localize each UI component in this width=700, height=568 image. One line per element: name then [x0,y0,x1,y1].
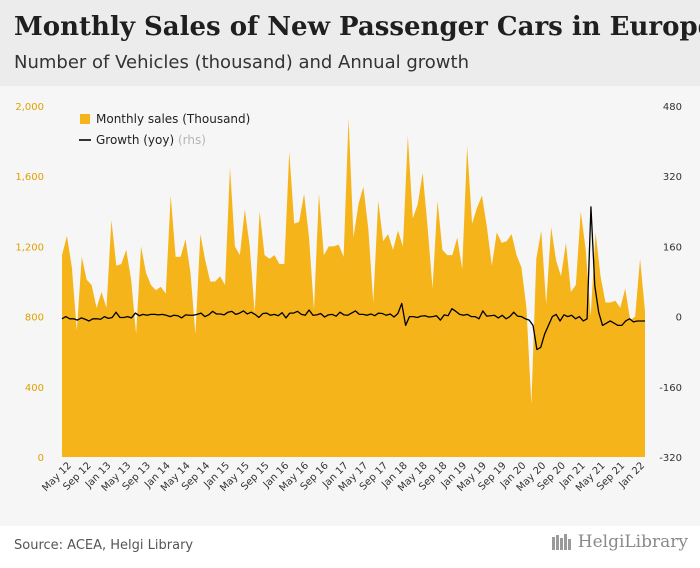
legend: Monthly sales (Thousand) Growth (yoy) (rh… [79,112,250,147]
y-right-tick-label: -320 [659,453,682,464]
y-right-tick-label: 0 [676,313,682,324]
brand-logo: HelgiLibrary [551,532,688,552]
chart-canvas: 0 400 800 1,200 1,600 2,000 -320 -160 0 160 320 480… [15,102,682,494]
y-left-tick-label: 400 [25,383,44,394]
library-icon [551,534,571,550]
chart-subtitle: Number of Vehicles (thousand) and Annual… [14,52,469,73]
legend-note-rhs: (rhs) [178,133,206,147]
brand-name: HelgiLibrary [577,532,688,552]
header-bar [0,0,700,86]
y-right-tick-label: 160 [663,242,682,253]
y-right-tick-label: 320 [663,172,682,183]
y-left-tick-label: 1,600 [15,172,44,183]
y-left-tick-label: 1,200 [15,242,44,253]
legend-swatch-sales [80,114,90,124]
sales-area [62,118,645,457]
chart-title: Monthly Sales of New Passenger Cars in E… [14,12,700,42]
y-left-tick-label: 0 [38,453,44,464]
y-right-tick-label: -160 [659,383,682,394]
y-left-tick-label: 2,000 [15,102,44,113]
source-note: Source: ACEA, Helgi Library [14,538,194,553]
growth-line [61,206,645,351]
footer-bar [0,526,700,568]
y-right-tick-label: 480 [663,102,682,113]
y-left-tick-label: 800 [25,313,44,324]
legend-label-growth: Growth (yoy) (rhs) [96,133,206,147]
legend-label-sales: Monthly sales (Thousand) [96,112,250,126]
